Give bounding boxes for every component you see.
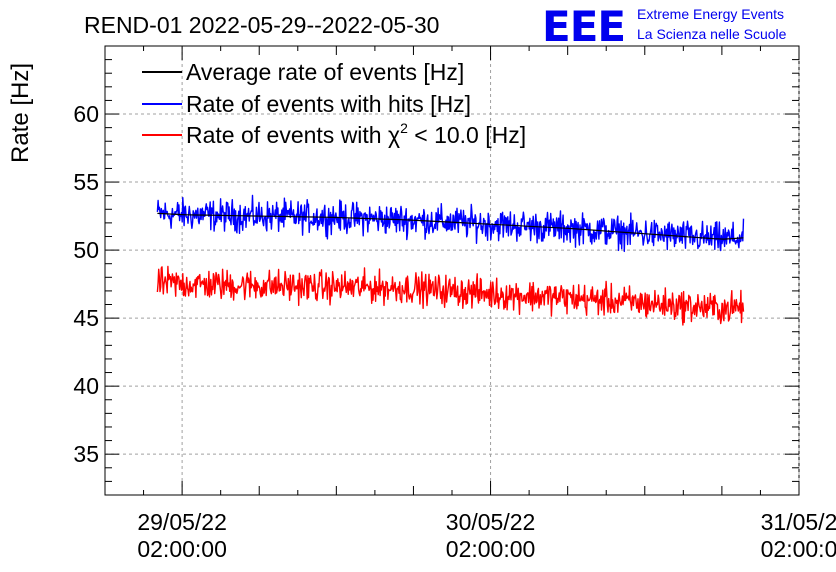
x-tick-time: 02:00:00 bbox=[137, 536, 227, 562]
legend-chi2-symbol: χ bbox=[388, 122, 400, 148]
y-tick-label: 40 bbox=[73, 373, 99, 399]
axes: 35404550556029/05/2202:00:0030/05/2202:0… bbox=[73, 45, 836, 562]
x-tick-time: 02:00:00 bbox=[446, 536, 536, 562]
legend-chi2-sup: 2 bbox=[400, 120, 408, 136]
legend-chi2-prefix: Rate of events with bbox=[186, 122, 388, 148]
y-tick-label: 35 bbox=[73, 441, 99, 467]
legend: Average rate of events [Hz] Rate of even… bbox=[142, 59, 526, 148]
x-tick-date: 30/05/22 bbox=[446, 509, 536, 535]
y-tick-label: 45 bbox=[73, 305, 99, 331]
y-tick-label: 50 bbox=[73, 237, 99, 263]
legend-label-chi2: Rate of events with χ2 < 10.0 [Hz] bbox=[186, 120, 526, 148]
legend-label-hits: Rate of events with hits [Hz] bbox=[186, 91, 471, 117]
legend-label-average: Average rate of events [Hz] bbox=[186, 59, 464, 85]
series-line-2 bbox=[156, 265, 745, 326]
chart-title: REND-01 2022-05-29--2022-05-30 bbox=[84, 12, 439, 38]
logo-letters: EEE bbox=[542, 2, 625, 51]
x-tick-date: 31/05/2 bbox=[761, 509, 836, 535]
legend-chi2-suffix: < 10.0 [Hz] bbox=[408, 122, 526, 148]
series-line-1 bbox=[156, 194, 745, 253]
series-group bbox=[156, 194, 745, 326]
y-tick-label: 55 bbox=[73, 169, 99, 195]
y-axis-label: Rate [Hz] bbox=[7, 63, 34, 163]
eee-logo: EEE Extreme Energy Events La Scienza nel… bbox=[542, 2, 787, 51]
logo-line-2: La Scienza nelle Scuole bbox=[637, 26, 787, 42]
x-tick-date: 29/05/22 bbox=[137, 509, 227, 535]
x-tick-time: 02:00:0 bbox=[761, 536, 836, 562]
y-tick-label: 60 bbox=[73, 101, 99, 127]
logo-line-1: Extreme Energy Events bbox=[637, 6, 784, 22]
series-line-0 bbox=[157, 212, 744, 240]
